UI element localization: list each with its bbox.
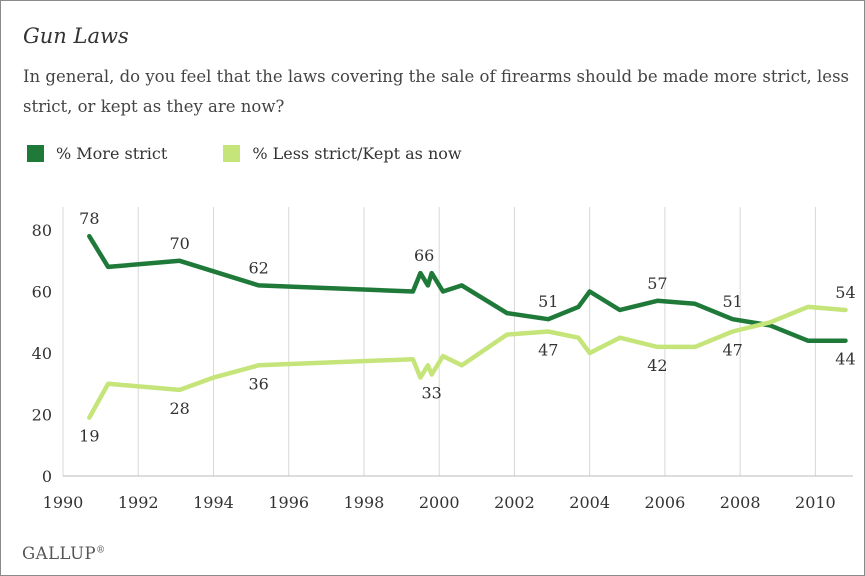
x-tick-label-1990: 1990 [43,493,84,512]
legend: % More strict % Less strict/Kept as now [27,144,518,163]
chart-title: Gun Laws [23,24,129,48]
legend-item-more-strict: % More strict [27,144,167,163]
data-label-more-strict-6: 51 [722,292,742,311]
legend-label-less-strict: % Less strict/Kept as now [252,144,462,163]
x-tick-label-2010: 2010 [795,493,836,512]
data-label-less-strict-6: 47 [722,341,742,360]
data-label-less-strict-0: 19 [79,427,99,446]
legend-label-more-strict: % More strict [56,144,168,163]
registered-mark: ® [96,545,106,556]
x-tick-label-2002: 2002 [494,493,535,512]
y-tick-label-0: 0 [42,467,52,486]
gallup-wordmark: GALLUP [22,544,97,563]
data-label-less-strict-4: 47 [538,341,558,360]
y-tick-label-20: 20 [32,406,52,425]
data-label-more-strict-0: 78 [79,209,99,228]
data-label-more-strict-7: 44 [835,350,855,369]
data-label-more-strict-2: 62 [248,258,268,277]
data-label-more-strict-3: 66 [414,246,434,265]
y-tick-label-80: 80 [32,221,52,240]
data-label-less-strict-5: 42 [647,356,667,375]
x-tick-label-1992: 1992 [118,493,159,512]
gallup-logo: GALLUP® [22,544,106,563]
data-label-less-strict-1: 28 [169,399,189,418]
data-label-less-strict-3: 33 [421,384,441,403]
legend-item-less-strict: % Less strict/Kept as now [223,144,462,163]
data-label-more-strict-1: 70 [169,234,189,253]
data-label-less-strict-7: 54 [835,283,855,302]
x-tick-label-2000: 2000 [419,493,460,512]
x-tick-label-2004: 2004 [569,493,610,512]
x-tick-label-1996: 1996 [268,493,309,512]
legend-swatch-less-strict [223,145,241,162]
data-label-more-strict-5: 57 [647,274,667,293]
x-tick-label-2006: 2006 [645,493,686,512]
data-label-less-strict-2: 36 [248,374,268,393]
y-tick-label-60: 60 [32,283,52,302]
data-label-more-strict-4: 51 [538,292,558,311]
x-tick-label-1994: 1994 [193,493,234,512]
x-tick-label-1998: 1998 [344,493,385,512]
x-tick-label-2008: 2008 [720,493,761,512]
chart-question: In general, do you feel that the laws co… [23,67,849,116]
legend-swatch-more-strict [27,145,44,162]
y-tick-label-40: 40 [32,344,52,363]
series-line-less-strict [87,304,848,420]
series-line-more-strict [87,233,848,343]
